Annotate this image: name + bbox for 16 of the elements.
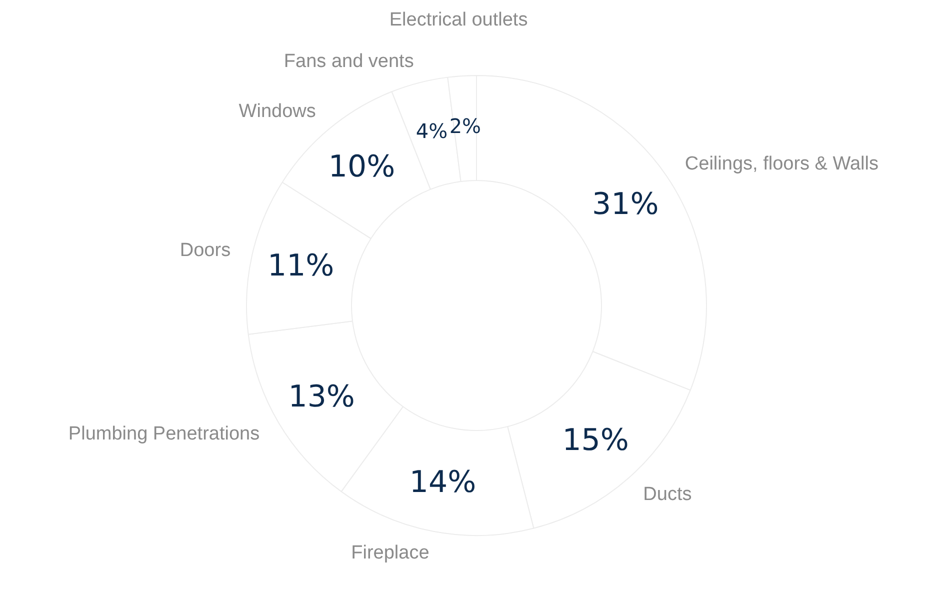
data-label: 31% <box>592 186 659 222</box>
data-label: 15% <box>562 423 629 458</box>
data-label: 14% <box>409 464 476 500</box>
slice-label: Electrical outlets <box>389 10 528 31</box>
slice-label: Fireplace <box>351 542 430 564</box>
slice-label: Fans and vents <box>284 50 414 72</box>
slice-label: Windows <box>238 100 316 122</box>
data-label: 13% <box>288 380 355 415</box>
slice-label: Doors <box>180 240 231 262</box>
slice-label: Plumbing Penetrations <box>68 423 260 444</box>
data-label: 2% <box>449 114 482 138</box>
data-label: 10% <box>328 149 396 184</box>
slice-label: Ducts <box>643 484 692 506</box>
data-label: 4% <box>416 119 448 144</box>
slice-label: Ceilings, floors & Walls <box>684 153 878 174</box>
data-label: 11% <box>267 248 334 284</box>
